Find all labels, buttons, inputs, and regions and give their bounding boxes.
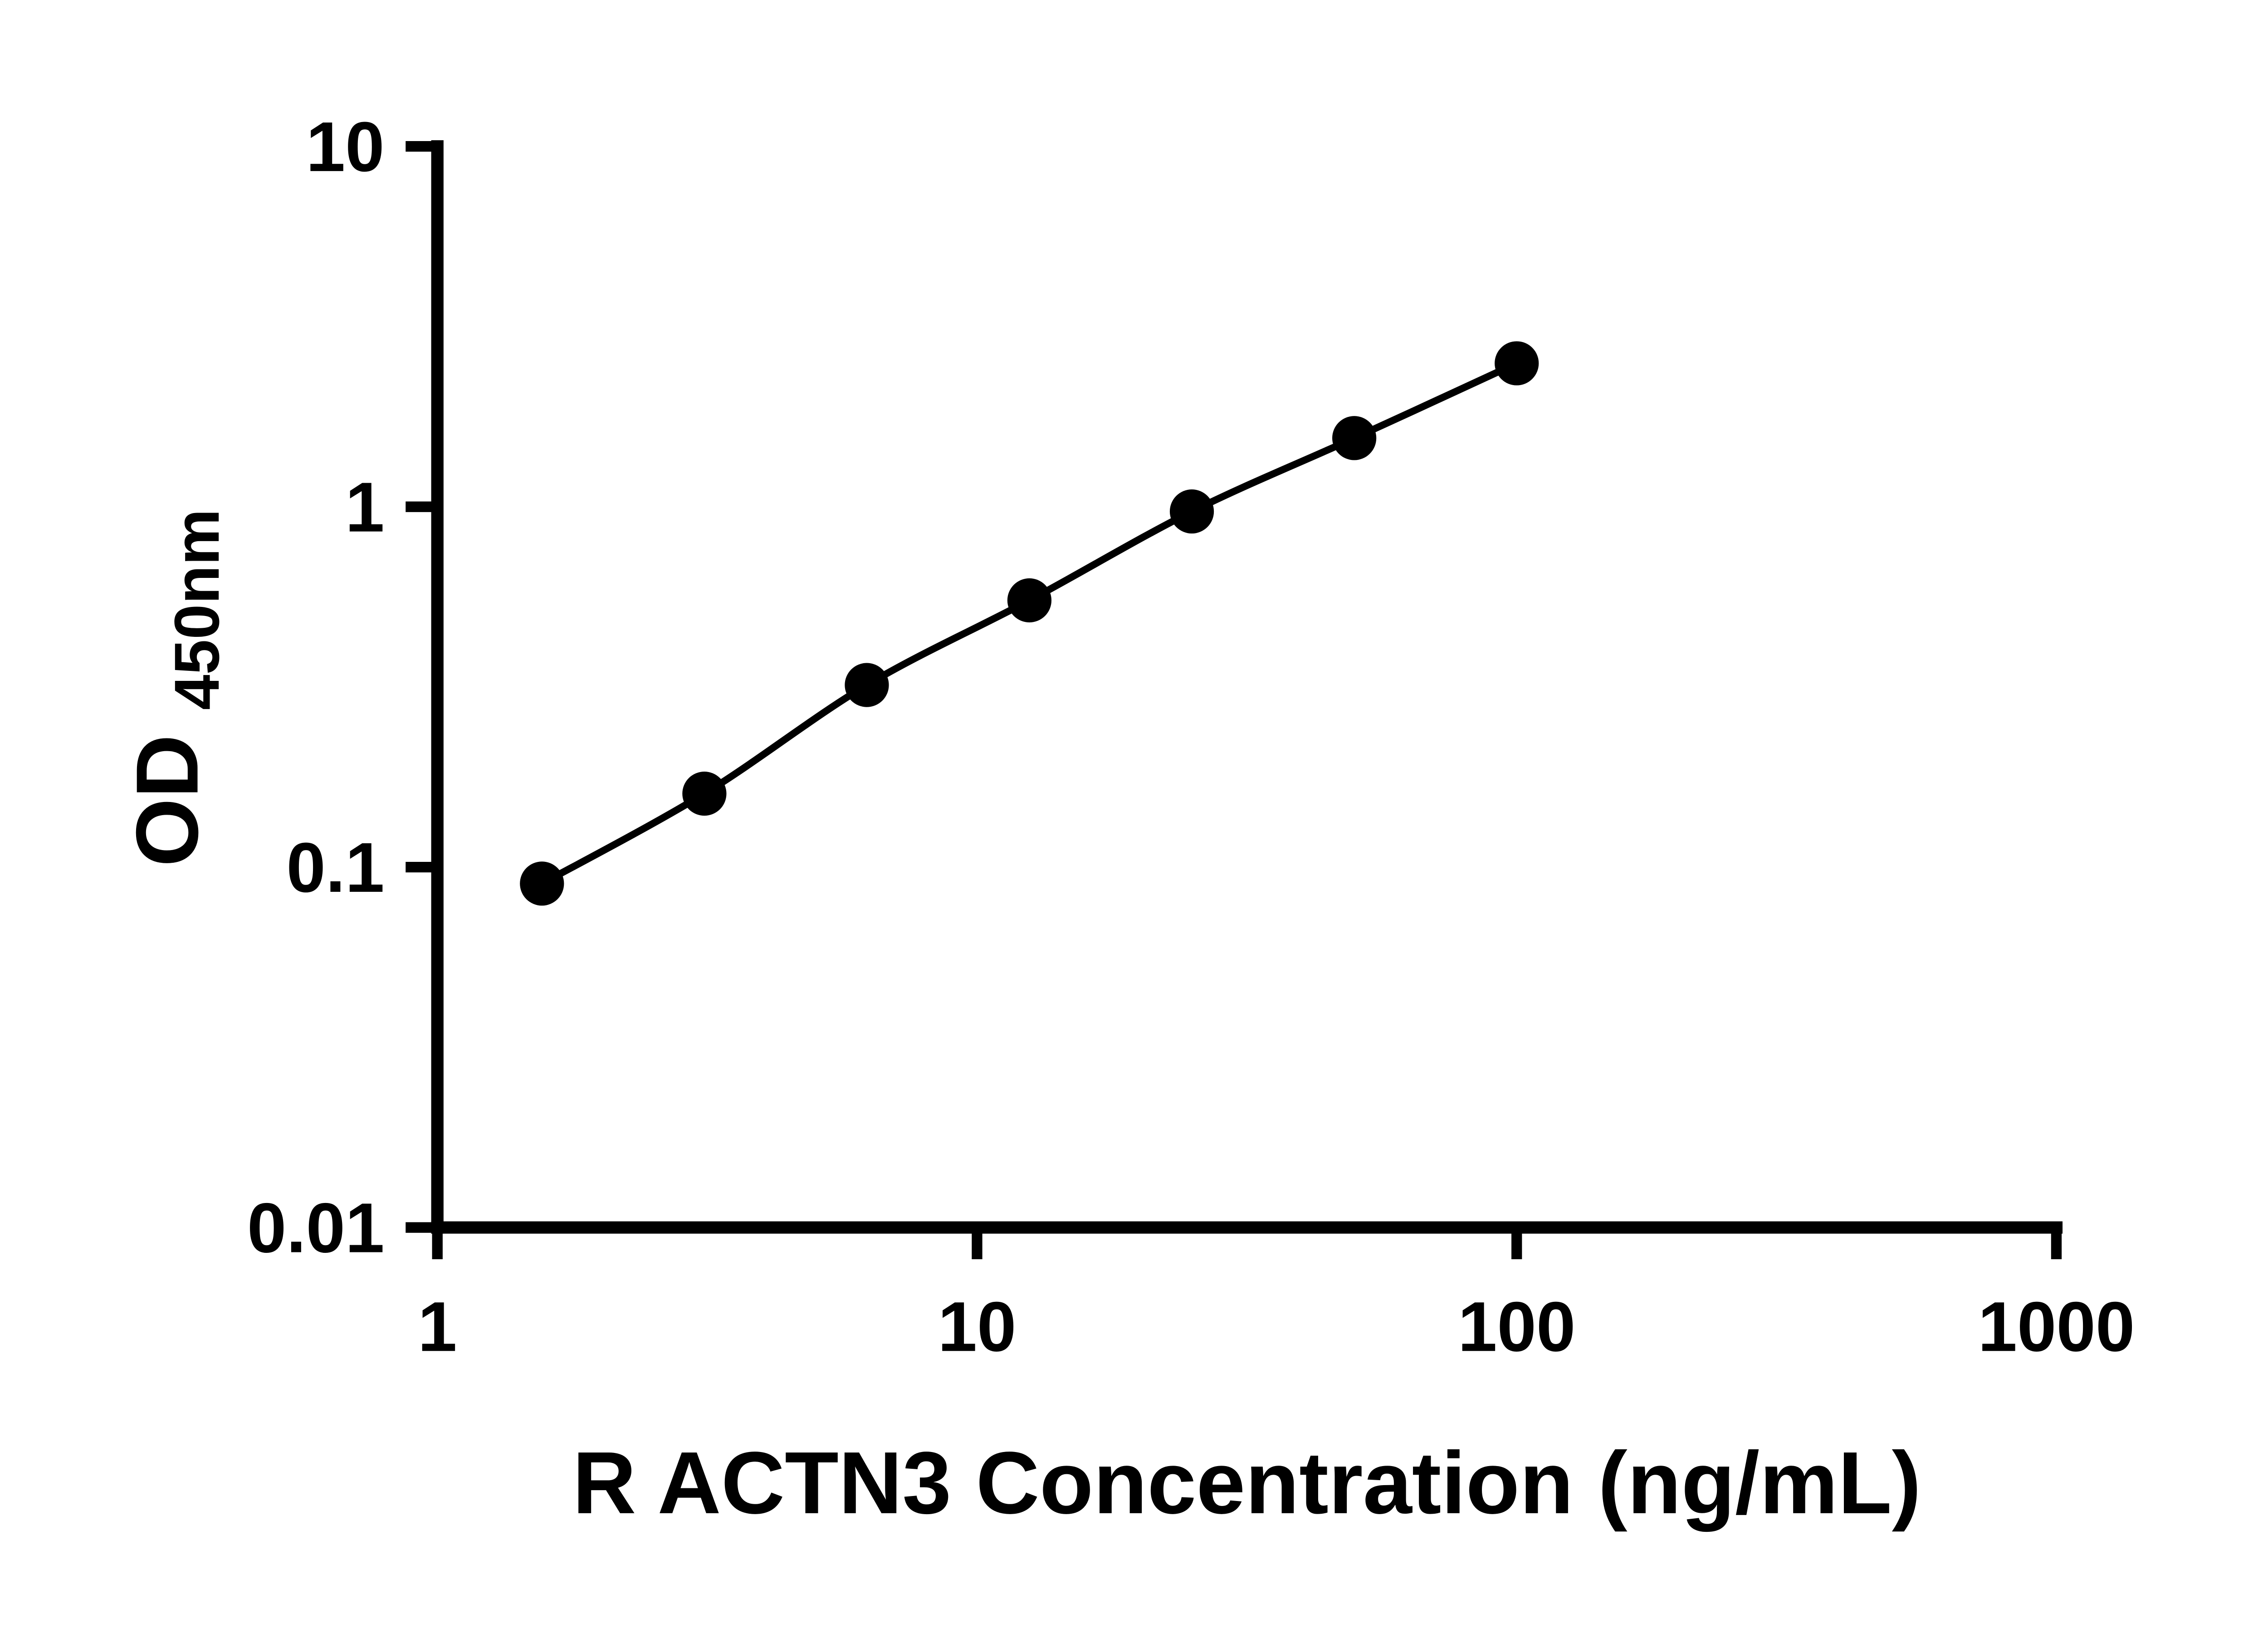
- data-point: [845, 663, 889, 707]
- data-points: [520, 341, 1539, 906]
- y-axis-title-base: OD: [118, 734, 216, 867]
- y-axis: 0.01 0.1 1 10: [247, 107, 444, 1267]
- x-tick-label: 1000: [1978, 1287, 2135, 1366]
- y-tick-label: 10: [306, 107, 385, 186]
- x-axis-title: R ACTN3 Concentration (ng/mL): [572, 1434, 1921, 1532]
- y-tick-label: 1: [345, 468, 384, 547]
- x-tick-label: 100: [1458, 1287, 1575, 1366]
- data-point: [1495, 341, 1539, 386]
- y-axis-title: OD 450nm: [118, 509, 232, 867]
- y-tick-label: 0.1: [286, 828, 384, 907]
- data-point: [1332, 416, 1377, 460]
- data-point: [1007, 578, 1052, 623]
- elisa-standard-curve-figure: 0.01 0.1 1 10 1 10 100 1000 R ACTN3 Concentrat…: [118, 107, 2135, 1532]
- standard-curve-chart: 0.01 0.1 1 10 1 10 100 1000 R ACTN3 Concentrat…: [118, 107, 2135, 1532]
- data-point: [520, 861, 564, 906]
- data-point: [1169, 489, 1214, 534]
- x-axis: 1 10 100 1000: [418, 1221, 2135, 1366]
- x-tick-label: 10: [938, 1287, 1016, 1366]
- y-tick-label: 0.01: [247, 1188, 385, 1267]
- y-axis-title-subscript: 450nm: [161, 509, 232, 710]
- x-tick-label: 1: [418, 1287, 457, 1366]
- data-point: [682, 772, 727, 816]
